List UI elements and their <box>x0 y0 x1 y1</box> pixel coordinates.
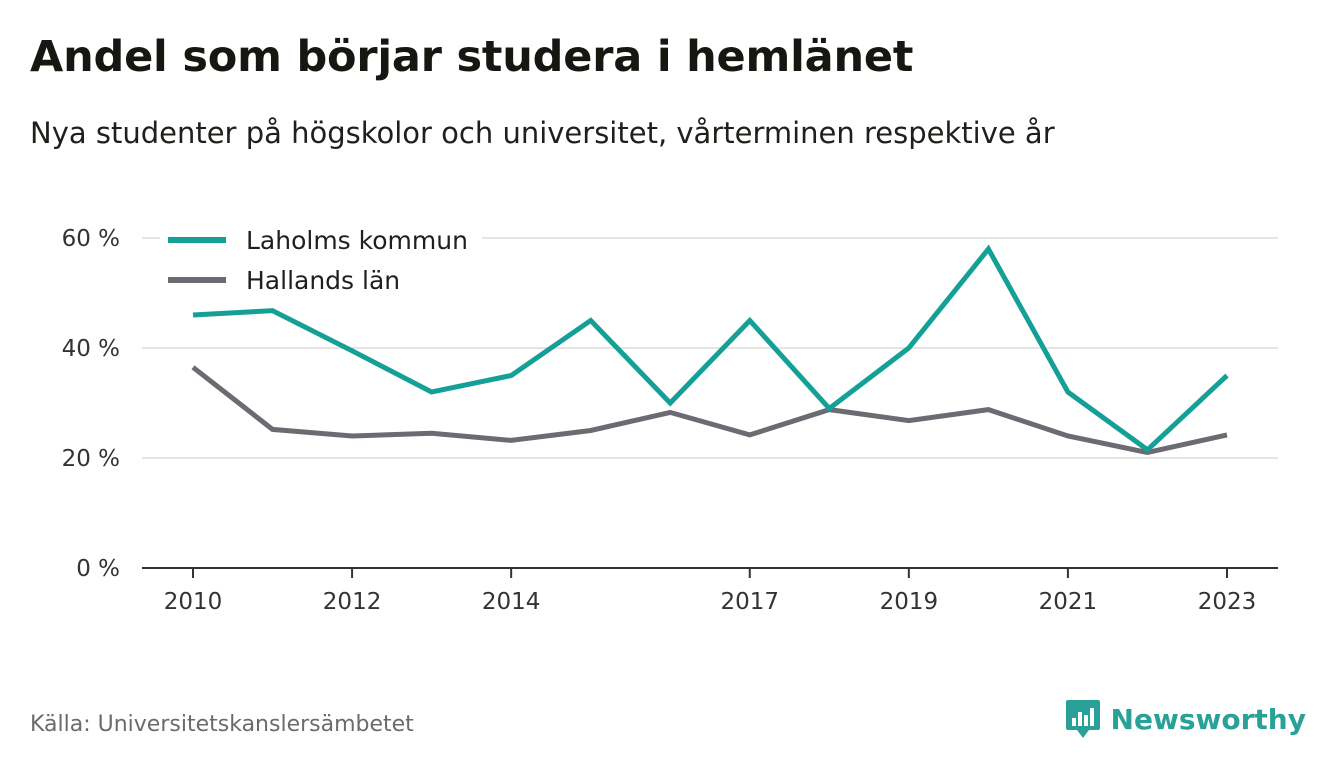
y-tick-label: 0 % <box>76 556 120 582</box>
x-tick-label: 2012 <box>323 589 382 615</box>
brand-name: Newsworthy <box>1110 702 1306 736</box>
gridlines <box>142 237 1278 569</box>
y-tick-label: 60 % <box>62 226 120 252</box>
legend: Laholms kommun Hallands län <box>160 226 482 296</box>
y-axis-ticks: 0 % 20 % 40 % 60 % <box>62 226 120 582</box>
y-tick-label: 40 % <box>62 336 120 362</box>
brand-logo[interactable]: Newsworthy <box>1065 698 1306 740</box>
x-tick-label: 2010 <box>164 589 223 615</box>
chart-subtitle: Nya studenter på högskolor och universit… <box>30 116 1055 150</box>
series-lines <box>191 244 1229 456</box>
x-axis-ticks: 2010 2012 2014 2017 2019 2021 2023 <box>164 568 1257 615</box>
x-tick-label: 2017 <box>720 589 779 615</box>
legend-label: Hallands län <box>246 266 400 295</box>
x-tick-label: 2023 <box>1198 589 1257 615</box>
series-line-laholm <box>192 244 1229 454</box>
x-tick-label: 2014 <box>482 589 541 615</box>
legend-label: Laholms kommun <box>246 226 468 255</box>
bar-chart-speech-bubble-icon <box>1065 700 1100 738</box>
series-line-halland <box>191 365 1228 456</box>
x-tick-label: 2021 <box>1039 589 1098 615</box>
source-note: Källa: Universitetskanslersämbetet <box>30 712 414 737</box>
chart-title: Andel som börjar studera i hemlänet <box>30 32 914 82</box>
x-tick-label: 2019 <box>880 589 939 615</box>
y-tick-label: 20 % <box>62 446 120 472</box>
